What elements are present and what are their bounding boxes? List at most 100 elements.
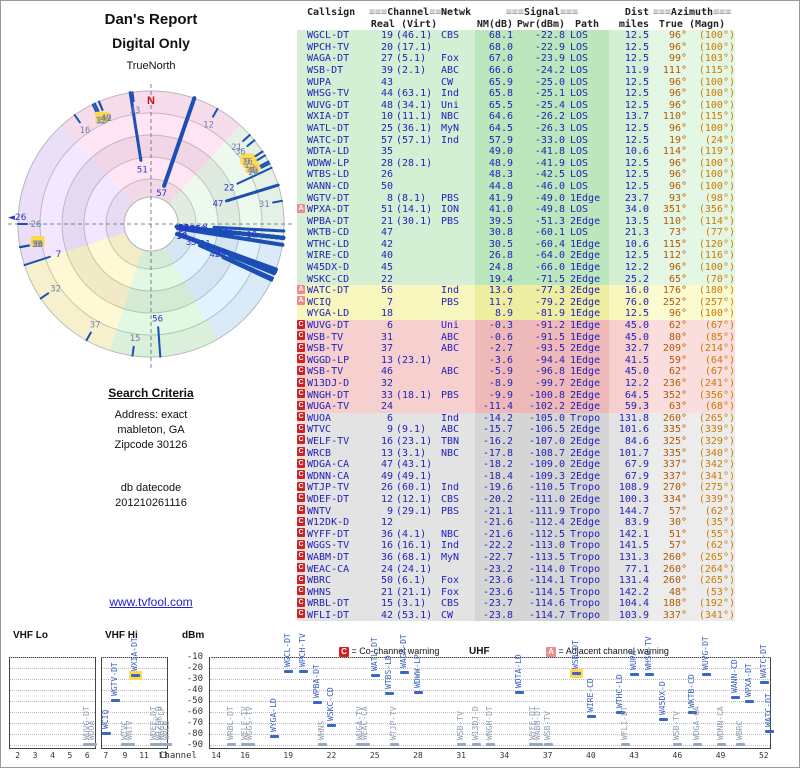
- cell-real-channel: 50: [369, 575, 393, 587]
- cell-virtual-channel: [393, 181, 439, 193]
- radar-channel-label: 21: [231, 143, 242, 153]
- channel-tick-label: 46: [669, 751, 685, 760]
- grid-line: [210, 723, 770, 724]
- cell-nm: 65.5: [475, 100, 513, 112]
- cell-path: 2Edge: [565, 459, 609, 471]
- cell-virtual-channel: [393, 146, 439, 158]
- signal-marker: [765, 730, 774, 733]
- table-row: CWRCB13(3.1)NBC-17.8-108.72Edge101.7335°…: [297, 448, 735, 460]
- col-true-magn: True (Magn): [649, 19, 735, 31]
- cell-azimuth-true: 110°: [649, 216, 687, 228]
- cell-nm: -23.6: [475, 575, 513, 587]
- grid-line: [210, 712, 770, 713]
- warning-badge: C: [297, 575, 305, 584]
- cell-azimuth-magnetic: (100°): [687, 181, 735, 193]
- cell-miles: 21.3: [609, 227, 649, 239]
- signal-callsign-label: WYGA-LD: [269, 698, 278, 732]
- table-row: CWSB-TV31ABC-0.6-91.51Edge45.080°(85°): [297, 332, 735, 344]
- col-warning-spacer: [297, 19, 307, 31]
- signal-callsign-label: WXIA-DT: [130, 637, 139, 671]
- cell-nm: -23.7: [475, 598, 513, 610]
- cell-miles: 12.5: [609, 135, 649, 147]
- cell-miles: 10.6: [609, 239, 649, 251]
- cell-azimuth-true: 209°: [649, 343, 687, 355]
- radar-west-offscale-label: ◄26: [8, 213, 27, 223]
- table-row: CWELF-TV16(23.1)TBN-16.2-107.02Edge84.63…: [297, 436, 735, 448]
- adjacent-channel-legend: A = Adjacent channel warning: [546, 646, 669, 657]
- cell-miles: 13.5: [609, 216, 649, 228]
- cell-miles: 12.5: [609, 42, 649, 54]
- signal-marker: [121, 743, 130, 746]
- cell-nm: 48.9: [475, 158, 513, 170]
- signal-marker: [616, 711, 625, 714]
- table-row: AWATC-DT56Ind13.6-77.32Edge16.0176°(180°…: [297, 285, 735, 297]
- signal-callsign-label: WPCH-TV: [298, 633, 307, 667]
- signal-callsign-label: WDNN-CA: [716, 706, 725, 740]
- warning-badge: A: [297, 204, 305, 213]
- warning-badge: C: [297, 412, 305, 421]
- cell-warning: C: [297, 517, 307, 529]
- dbm-tick-label: -40: [177, 685, 203, 695]
- cell-network: [439, 459, 475, 471]
- cell-network: ABC: [439, 332, 475, 344]
- cell-warning: C: [297, 552, 307, 564]
- cell-path: Tropo: [565, 564, 609, 576]
- cell-virtual-channel: [393, 285, 439, 297]
- table-row: CW12DK-D12-21.6-112.42Edge83.930°(35°): [297, 517, 735, 529]
- signal-callsign-label: WFLI-DT: [620, 706, 629, 740]
- cell-miles: 101.7: [609, 448, 649, 460]
- cell-nm: 57.9: [475, 135, 513, 147]
- cell-miles: 45.0: [609, 366, 649, 378]
- table-row: WATL-DT25(36.1)MyN64.5-26.3LOS12.596°(10…: [297, 123, 735, 135]
- radar-channel-label: 47: [212, 200, 223, 210]
- cell-real-channel: 8: [369, 193, 393, 205]
- table-row: CW13DJ-D32-8.9-99.72Edge12.2236°(241°): [297, 378, 735, 390]
- cell-warning: C: [297, 587, 307, 599]
- cell-virtual-channel: [393, 77, 439, 89]
- dbm-tick-label: -30: [177, 674, 203, 684]
- warning-badge: C: [297, 447, 305, 456]
- cell-miles: 12.5: [609, 77, 649, 89]
- cell-azimuth-true: 51°: [649, 529, 687, 541]
- warning-badge: A: [297, 285, 305, 294]
- cell-real-channel: 42: [369, 239, 393, 251]
- col-callsign-spacer: [307, 19, 369, 31]
- signal-callsign-label: WPXA-DT: [744, 663, 753, 697]
- cell-path: 2Edge: [565, 401, 609, 413]
- radar-channel-label: 12: [203, 120, 214, 130]
- grid-line: [10, 668, 95, 669]
- cell-virtual-channel: (46.1): [393, 30, 439, 42]
- tvfool-link[interactable]: www.tvfool.com: [109, 595, 192, 609]
- cell-nm: 26.8: [475, 250, 513, 262]
- warning-badge: C: [297, 435, 305, 444]
- table-row: CWGGD-LP13(23.1)-3.6-94.41Edge41.559°(64…: [297, 355, 735, 367]
- cell-azimuth-true: 48°: [649, 587, 687, 599]
- grid-line: [102, 734, 167, 735]
- signal-marker: [621, 743, 630, 746]
- cell-azimuth-magnetic: (35°): [687, 517, 735, 529]
- cell-azimuth-true: 337°: [649, 471, 687, 483]
- cell-azimuth-magnetic: (100°): [687, 158, 735, 170]
- channel-tick-label: 43: [626, 751, 642, 760]
- table-row: CWDEF-DT12(12.1)CBS-20.2-111.02Edge100.3…: [297, 494, 735, 506]
- grid-line: [210, 679, 770, 680]
- cell-azimuth-true: 334°: [649, 494, 687, 506]
- cell-path: LOS: [565, 169, 609, 181]
- cell-azimuth-magnetic: (100°): [687, 100, 735, 112]
- signal-callsign-label: WSKC-CD: [326, 687, 335, 721]
- signal-callsign-label: WUVG-DT: [82, 706, 91, 740]
- cell-azimuth-true: 270°: [649, 482, 687, 494]
- cell-miles: 144.7: [609, 506, 649, 518]
- cell-miles: 11.9: [609, 65, 649, 77]
- cell-virtual-channel: [393, 366, 439, 378]
- cell-callsign: WYFF-DT: [307, 529, 369, 541]
- signal-marker: [529, 743, 538, 746]
- cell-path: LOS: [565, 30, 609, 42]
- cell-power: -91.2: [513, 320, 565, 332]
- cell-network: [439, 564, 475, 576]
- cell-network: ABC: [439, 366, 475, 378]
- warning-badge: C: [297, 482, 305, 491]
- cell-power: -114.6: [513, 598, 565, 610]
- cell-real-channel: 42: [369, 610, 393, 622]
- cell-callsign: WATC-DT: [307, 285, 369, 297]
